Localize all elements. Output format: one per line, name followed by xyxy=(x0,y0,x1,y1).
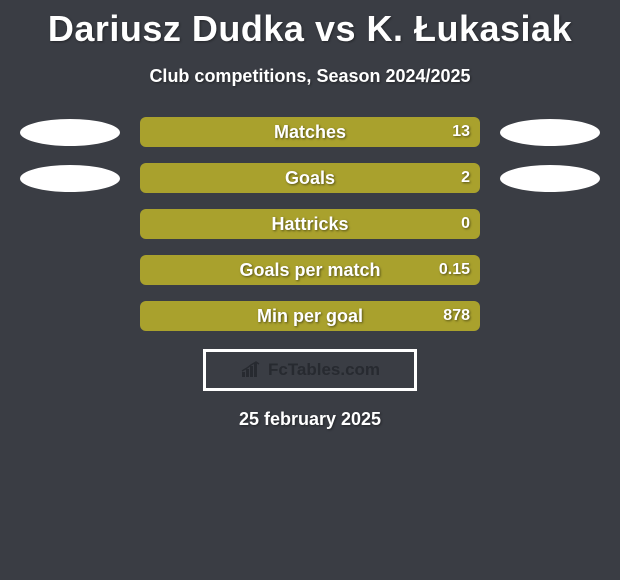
stat-label: Goals xyxy=(285,168,335,189)
right-marker-ellipse xyxy=(500,165,600,192)
stat-row-matches: Matches 13 xyxy=(0,117,620,147)
stats-list: Matches 13 Goals 2 Hattricks 0 Goals per… xyxy=(0,117,620,331)
stat-value: 13 xyxy=(452,123,470,141)
stat-value: 0 xyxy=(461,215,470,233)
stat-row-hattricks: Hattricks 0 xyxy=(0,209,620,239)
stat-bar: Matches 13 xyxy=(140,117,480,147)
stat-bar: Hattricks 0 xyxy=(140,209,480,239)
bar-chart-icon xyxy=(240,361,262,379)
stat-label: Hattricks xyxy=(271,214,348,235)
stat-label: Matches xyxy=(274,122,346,143)
stat-bar: Min per goal 878 xyxy=(140,301,480,331)
stat-value: 0.15 xyxy=(439,261,470,279)
stat-value: 878 xyxy=(443,307,470,325)
page-title: Dariusz Dudka vs K. Łukasiak xyxy=(0,0,620,50)
brand-text: FcTables.com xyxy=(268,360,380,380)
stat-row-goals-per-match: Goals per match 0.15 xyxy=(0,255,620,285)
left-marker-ellipse xyxy=(20,165,120,192)
left-marker-ellipse xyxy=(20,119,120,146)
brand-badge[interactable]: FcTables.com xyxy=(203,349,417,391)
stat-row-min-per-goal: Min per goal 878 xyxy=(0,301,620,331)
stat-bar: Goals 2 xyxy=(140,163,480,193)
stat-label: Min per goal xyxy=(257,306,363,327)
stat-value: 2 xyxy=(461,169,470,187)
stat-bar: Goals per match 0.15 xyxy=(140,255,480,285)
date-text: 25 february 2025 xyxy=(0,409,620,430)
stat-label: Goals per match xyxy=(239,260,380,281)
stat-row-goals: Goals 2 xyxy=(0,163,620,193)
subtitle: Club competitions, Season 2024/2025 xyxy=(0,66,620,87)
right-marker-ellipse xyxy=(500,119,600,146)
